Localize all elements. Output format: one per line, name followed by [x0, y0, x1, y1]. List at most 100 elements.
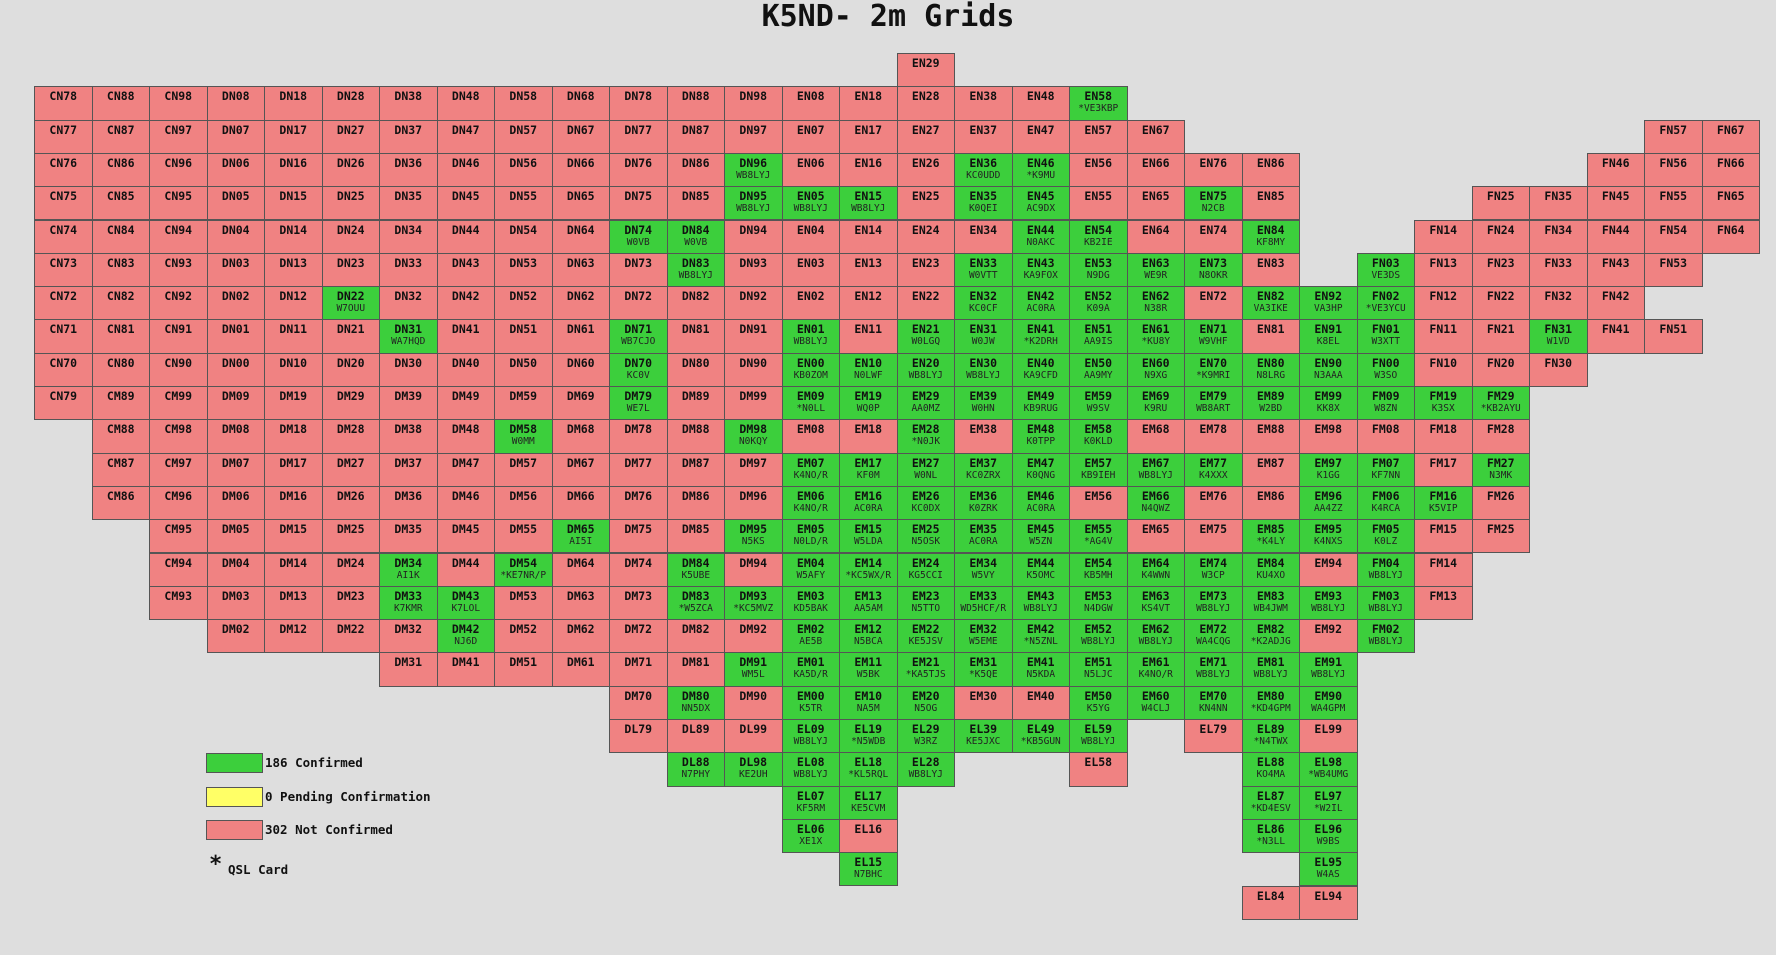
- grid-cell: EL95 W4AS: [1299, 852, 1358, 887]
- grid-cell: EM40: [1011, 685, 1070, 720]
- grid-label: EN25: [911, 189, 940, 204]
- grid-cell: EN90 N3AAA: [1299, 352, 1358, 387]
- grid-cell: FM28: [1471, 419, 1530, 454]
- grid-label: EN44: [1026, 222, 1055, 237]
- grid-label: CN77: [49, 122, 78, 137]
- grid-label: EM21: [911, 655, 940, 670]
- grid-cell: DN42: [436, 286, 495, 321]
- grid-cell: DN21: [321, 319, 380, 354]
- callsign: N5KS: [741, 536, 765, 548]
- callsign: WB8LYJ: [1023, 602, 1058, 614]
- grid-label: EM45: [1026, 522, 1055, 537]
- qsl-label: QSL Card: [228, 862, 289, 877]
- grid-cell: FN23: [1471, 252, 1530, 288]
- grid-cell: EL87 *KD4ESV: [1241, 785, 1300, 820]
- callsign: W0HN: [971, 403, 995, 414]
- grid-cell: FM08: [1356, 419, 1415, 454]
- grid-cell: DM24: [321, 552, 380, 587]
- grid-cell: DN46: [436, 152, 495, 188]
- grid-label: FM28: [1486, 422, 1515, 437]
- grid-label: EM14: [854, 555, 883, 570]
- grid-label: EM27: [911, 455, 940, 470]
- callsign: N5TTO: [911, 602, 941, 614]
- grid-cell: FM04 WB8LYJ: [1356, 552, 1415, 587]
- grid-cell: DM51: [494, 652, 553, 687]
- grid-cell: CM98: [149, 419, 208, 454]
- callsign: WB8LYJ: [1368, 569, 1403, 581]
- grid-label: EM11: [854, 655, 883, 670]
- grid-cell: EM37 KC0ZRX: [954, 452, 1013, 487]
- callsign: K1GG: [1316, 469, 1340, 481]
- grid-cell: EN10 N0LWF: [839, 352, 898, 387]
- grid-cell: FN35: [1529, 186, 1588, 221]
- callsign: KC0DX: [911, 502, 941, 514]
- grid-label: DM84: [681, 555, 710, 570]
- grid-cell: DN92: [724, 286, 783, 321]
- grid-cell: EL15 N7BHC: [839, 852, 898, 887]
- grid-label: DN21: [336, 322, 365, 337]
- grid-cell: EL09 WB8LYJ: [781, 719, 840, 754]
- grid-cell: EN83: [1241, 252, 1300, 288]
- callsign: KE5JSV: [908, 636, 943, 648]
- grid-cell: FM16 K5VIP: [1414, 485, 1473, 521]
- grid-label: DN57: [509, 122, 538, 137]
- callsign: NN5DX: [681, 702, 711, 714]
- grid-label: CN98: [164, 89, 193, 104]
- grid-label: DM83: [681, 588, 710, 603]
- grid-cell: EN22: [896, 286, 955, 321]
- grid-label: FN66: [1716, 155, 1745, 170]
- qsl-symbol: *: [209, 852, 223, 877]
- grid-label: DN50: [509, 355, 538, 370]
- callsign: W9SV: [1086, 403, 1110, 414]
- grid-label: EM24: [911, 555, 940, 570]
- grid-cell: EN28: [896, 86, 955, 121]
- grid-label: DM32: [394, 622, 423, 637]
- callsign: VA3IKE: [1253, 303, 1288, 315]
- grid-cell: FN51: [1644, 319, 1703, 354]
- grid-label: DM63: [566, 588, 595, 603]
- grid-cell: DN02: [206, 286, 265, 321]
- callsign: WB8LYJ: [793, 336, 828, 348]
- grid-label: EN40: [1026, 355, 1055, 370]
- callsign: WB4JWM: [1253, 602, 1288, 614]
- grid-cell: EM24 KG5CCI: [896, 552, 955, 587]
- callsign: KB9IEH: [1081, 469, 1116, 481]
- grid-cell: DN16: [264, 152, 323, 188]
- grid-cell: DM83 *W5ZCA: [666, 585, 725, 621]
- grid-cell: DM45: [436, 519, 495, 554]
- grid-label: EM46: [1026, 488, 1055, 503]
- grid-label: DM54: [509, 555, 538, 570]
- grid-label: DM38: [394, 422, 423, 437]
- grid-label: EM61: [1141, 655, 1170, 670]
- grid-label: DN46: [451, 155, 480, 170]
- grid-label: FN03: [1371, 255, 1400, 270]
- legend-label: 0 Pending Confirmation: [265, 788, 431, 804]
- grid-cell: EN41 *K2DRH: [1011, 319, 1070, 354]
- grid-cell: DM63: [551, 585, 610, 621]
- grid-cell: EN61 *KU8Y: [1126, 319, 1185, 354]
- grid-cell: EN16: [839, 152, 898, 188]
- callsign: WB8LYJ: [1368, 602, 1403, 614]
- grid-label: EN23: [911, 255, 940, 270]
- grid-cell: DL98 KE2UH: [724, 752, 783, 787]
- grid-cell: FM07 KF7NN: [1356, 452, 1415, 487]
- grid-label: EN64: [1141, 222, 1170, 237]
- grid-cell: EM12 N5BCA: [839, 619, 898, 654]
- grid-cell: DM82: [666, 619, 725, 654]
- grid-label: EM44: [1026, 555, 1055, 570]
- callsign: WB8LYJ: [1311, 602, 1346, 614]
- grid-label: DM33: [394, 588, 423, 603]
- grid-cell: DN23: [321, 252, 380, 288]
- grid-label: CN94: [164, 222, 193, 237]
- grid-cell: CN88: [91, 86, 150, 121]
- grid-label: FN55: [1659, 189, 1688, 204]
- grid-cell: EN08: [781, 86, 840, 121]
- callsign: KU4XO: [1256, 569, 1286, 581]
- grid-label: EL95: [1314, 855, 1343, 870]
- callsign: K0TPP: [1026, 436, 1056, 448]
- grid-label: DM39: [394, 389, 423, 403]
- grid-cell: EM82 *K2ADJG: [1241, 619, 1300, 654]
- grid-label: DN96: [739, 155, 768, 170]
- callsign: KC0ZRX: [966, 469, 1001, 481]
- grid-cell: DN83 WB8LYJ: [666, 252, 725, 288]
